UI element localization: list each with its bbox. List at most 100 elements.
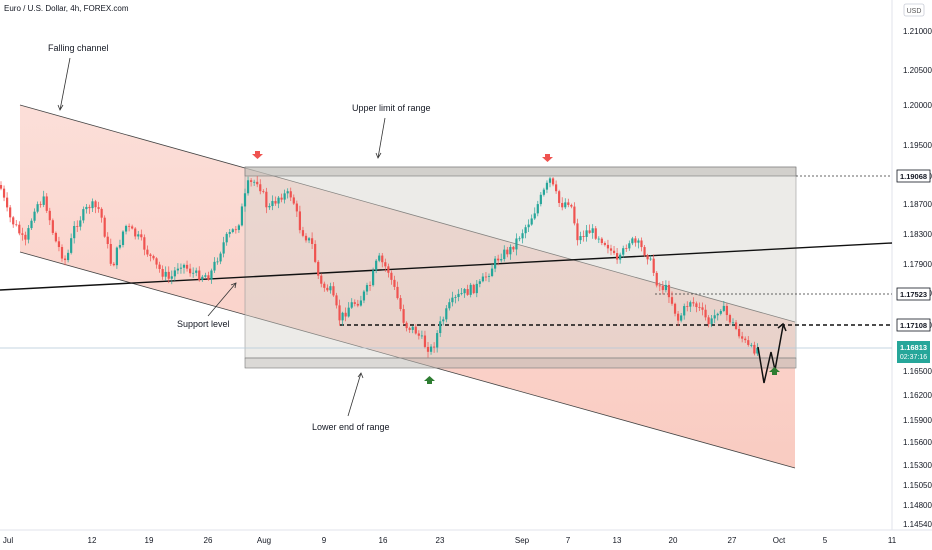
candle-body xyxy=(198,270,201,280)
candle-body xyxy=(234,229,237,231)
candle-body xyxy=(582,236,585,237)
candle-body xyxy=(570,204,573,207)
candle-body xyxy=(182,264,186,268)
candle-body xyxy=(158,264,161,269)
candle-body xyxy=(375,260,378,271)
candle-body xyxy=(228,232,231,234)
candle-body xyxy=(433,346,436,348)
time-tick-label: 5 xyxy=(823,536,828,545)
annotation-support-level: Support level xyxy=(177,319,230,329)
candle-body xyxy=(667,284,671,298)
candle-body xyxy=(82,209,85,221)
candle-body xyxy=(329,286,332,291)
candle-body xyxy=(60,247,64,259)
price-tick-label: 1.18300 xyxy=(903,230,932,239)
time-axis[interactable]: Jul 12 19 26 Aug 9 16 23 Sep 7 13 20 27 Oct 5 11 xyxy=(3,536,897,545)
candle-body xyxy=(167,271,170,279)
candle-body xyxy=(9,207,12,218)
candle-body xyxy=(527,224,530,228)
candle-body xyxy=(51,220,54,233)
candle-body xyxy=(603,243,606,245)
candle-body xyxy=(283,193,286,200)
candle-body xyxy=(646,255,649,260)
candle-body xyxy=(689,302,692,307)
currency-badge-label: USD xyxy=(907,8,922,15)
candle-body xyxy=(588,230,591,233)
candle-body xyxy=(240,206,244,226)
candle-body xyxy=(207,275,210,280)
candle-body xyxy=(259,184,262,192)
candle-body xyxy=(457,293,460,298)
price-level-value: 1.19068 xyxy=(900,172,927,181)
candle-body xyxy=(185,264,189,269)
candle-body xyxy=(649,258,652,260)
candle-body xyxy=(192,272,195,274)
candle-body xyxy=(121,231,125,246)
annotation-falling-channel: Falling channel xyxy=(48,43,109,53)
price-tick-label: 1.15050 xyxy=(903,481,932,490)
candle-body xyxy=(594,228,597,239)
price-labels: 1.19068 1.17523 1.17108 1.16813 02:37:16 xyxy=(896,169,931,363)
price-tick-label: 1.21000 xyxy=(903,27,932,36)
candle-body xyxy=(362,291,366,301)
candle-body xyxy=(600,238,603,244)
candle-body xyxy=(30,220,33,229)
candle-body xyxy=(396,286,399,299)
time-tick-label: 23 xyxy=(436,536,445,545)
candle-body xyxy=(536,204,539,214)
candle-body xyxy=(134,228,137,237)
candles xyxy=(0,176,759,358)
candle-body xyxy=(625,248,628,249)
price-tick-label: 1.16500 xyxy=(903,367,932,376)
candle-body xyxy=(716,313,719,316)
candle-body xyxy=(466,289,469,295)
price-level-tag xyxy=(896,287,931,301)
callout-arrowhead xyxy=(57,104,64,111)
candle-body xyxy=(265,191,268,208)
candle-body xyxy=(417,333,420,336)
candle-body xyxy=(750,344,753,346)
candle-body xyxy=(643,247,646,256)
candle-body xyxy=(530,218,533,225)
bar-countdown: 02:37:16 xyxy=(900,354,927,361)
candle-body xyxy=(195,270,198,273)
time-tick-label: 26 xyxy=(204,536,213,545)
candle-body xyxy=(137,234,140,237)
candle-body xyxy=(545,182,549,190)
candle-body xyxy=(231,229,234,233)
candle-body xyxy=(436,333,439,348)
candle-body xyxy=(756,347,759,354)
price-level-tag xyxy=(896,318,931,332)
candle-body xyxy=(722,305,725,311)
candle-body xyxy=(36,204,39,212)
candle-body xyxy=(6,197,9,208)
candle-body xyxy=(579,236,582,241)
candle-body xyxy=(179,267,183,269)
sell-arrow-icon xyxy=(542,154,553,162)
candle-body xyxy=(286,191,289,194)
price-axis[interactable]: 1.210001.205001.200001.195001.190001.187… xyxy=(903,27,932,529)
currency-badge[interactable] xyxy=(903,3,925,17)
time-tick-label: 16 xyxy=(379,536,388,545)
callout-arrowhead xyxy=(230,282,237,289)
candle-body xyxy=(271,201,274,207)
candle-body xyxy=(243,193,247,207)
candle-body xyxy=(204,275,207,277)
candle-body xyxy=(612,250,616,254)
candle-body xyxy=(533,213,536,219)
price-level-value: 1.17108 xyxy=(900,321,927,330)
candle-body xyxy=(622,248,625,255)
candle-body xyxy=(298,211,301,231)
candle-body xyxy=(12,217,15,225)
candle-body xyxy=(21,233,24,235)
callout-line-support xyxy=(207,282,237,317)
time-tick-label: 12 xyxy=(88,536,97,545)
candle-body xyxy=(213,261,216,271)
candle-body xyxy=(521,233,524,239)
candle-body xyxy=(408,328,411,330)
candle-body xyxy=(42,196,45,205)
price-tick-label: 1.19500 xyxy=(903,141,932,150)
candle-body xyxy=(268,206,271,208)
candle-body xyxy=(39,204,42,205)
